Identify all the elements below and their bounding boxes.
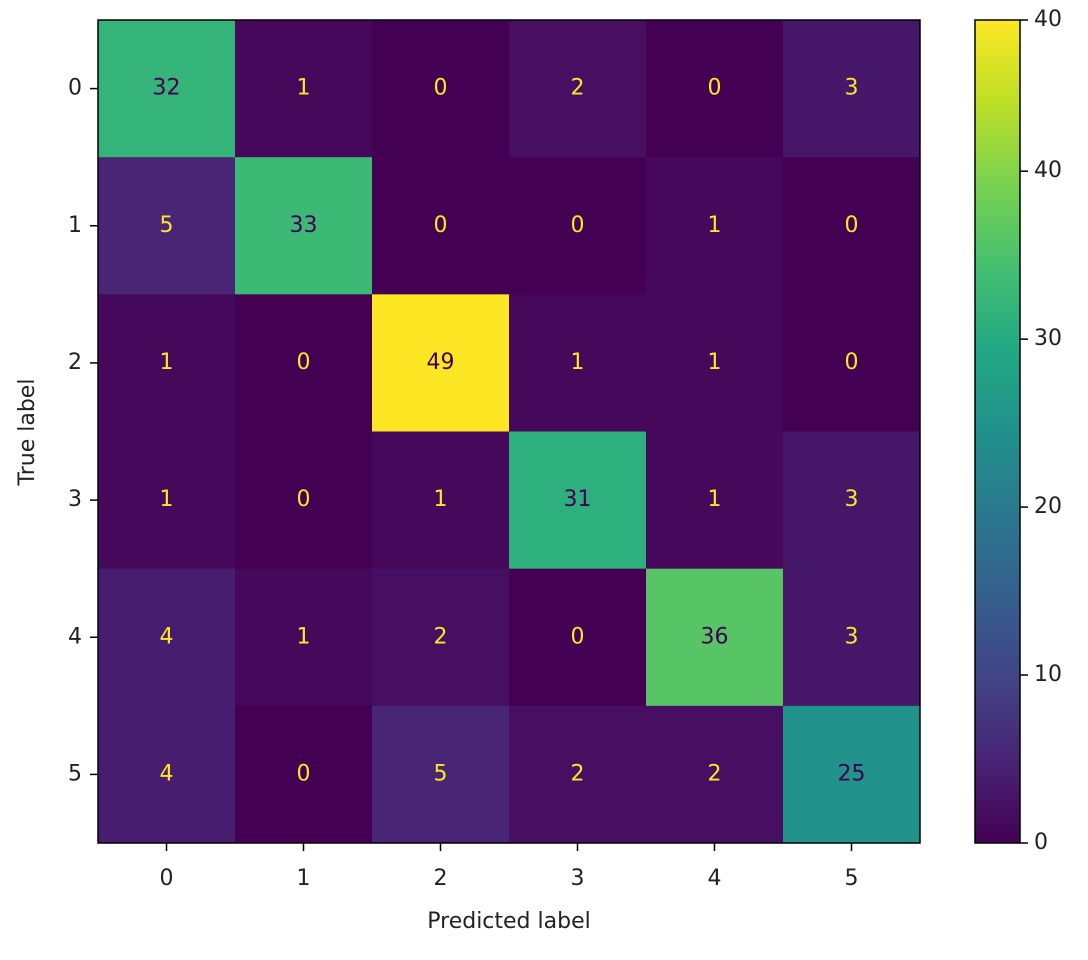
cell-label: 1 [708, 350, 722, 375]
colorbar-tick-label: 40 [1034, 7, 1062, 32]
cell [372, 431, 510, 570]
cell [372, 157, 510, 295]
cell-label: 0 [297, 487, 311, 512]
cell-label: 4 [160, 761, 174, 786]
cell [235, 431, 373, 570]
y-tick-label: 3 [68, 487, 82, 512]
cell [372, 568, 510, 707]
cell [646, 157, 784, 295]
cell-label: 5 [434, 761, 448, 786]
cell-label: 49 [427, 350, 455, 375]
x-tick-label: 3 [571, 866, 585, 891]
x-axis-label: Predicted label [427, 909, 590, 934]
cell-label: 5 [160, 213, 174, 238]
cell [98, 705, 236, 844]
cell-label: 3 [845, 624, 859, 649]
plot-frame [97, 19, 921, 844]
cell [235, 294, 373, 432]
cell [509, 705, 647, 844]
cell-label: 0 [845, 213, 859, 238]
cell-label: 2 [708, 761, 722, 786]
cell [783, 294, 921, 432]
cell [372, 705, 510, 844]
colorbar-tick-label: 40 [1034, 158, 1062, 183]
cell [235, 705, 373, 844]
cell-label: 25 [838, 761, 866, 786]
cell [509, 20, 647, 158]
cell-label: 0 [434, 213, 448, 238]
cell-label: 2 [434, 624, 448, 649]
cell-label: 1 [571, 350, 585, 375]
cell-label: 0 [845, 350, 859, 375]
cell-label: 1 [297, 624, 311, 649]
cell [509, 431, 647, 570]
cell-label: 3 [845, 76, 859, 101]
cell [783, 157, 921, 295]
cell [235, 568, 373, 707]
cell [783, 431, 921, 570]
cell-label: 0 [297, 761, 311, 786]
y-tick-label: 1 [68, 213, 82, 238]
cell-label: 0 [571, 624, 585, 649]
y-tick-label: 4 [68, 624, 82, 649]
cell [98, 568, 236, 707]
cell-label: 33 [290, 213, 318, 238]
cell-label: 32 [153, 76, 181, 101]
x-tick-label: 1 [297, 866, 311, 891]
cell [646, 705, 784, 844]
cell [783, 568, 921, 707]
cell-label: 0 [434, 76, 448, 101]
cell [372, 294, 510, 432]
cell-label: 3 [845, 487, 859, 512]
cell-label: 1 [297, 76, 311, 101]
cell-label: 2 [571, 761, 585, 786]
cell-label: 0 [708, 76, 722, 101]
cell-label: 4 [160, 624, 174, 649]
cell-label: 2 [571, 76, 585, 101]
x-tick-label: 4 [708, 866, 722, 891]
cell-label: 1 [708, 213, 722, 238]
colorbar-tick-label: 20 [1034, 494, 1062, 519]
colorbar [974, 19, 1021, 844]
cell-label: 1 [160, 487, 174, 512]
y-tick-label: 5 [68, 761, 82, 786]
cell [646, 20, 784, 158]
x-tick-label: 5 [845, 866, 859, 891]
y-tick-label: 2 [68, 350, 82, 375]
cell [98, 20, 236, 158]
y-tick-label: 0 [68, 76, 82, 101]
cell [646, 294, 784, 432]
cell-label: 36 [701, 624, 729, 649]
cell [646, 431, 784, 570]
cell-label: 1 [160, 350, 174, 375]
x-tick-label: 2 [434, 866, 448, 891]
cell-label: 0 [571, 213, 585, 238]
colorbar-tick-label: 0 [1034, 830, 1048, 855]
cell-label: 31 [564, 487, 592, 512]
colorbar-tick-label: 10 [1034, 662, 1062, 687]
cell [98, 431, 236, 570]
cell-label: 1 [434, 487, 448, 512]
cell [235, 157, 373, 295]
cell [98, 157, 236, 295]
cell [98, 294, 236, 432]
cell [509, 294, 647, 432]
colorbar-tick-label: 30 [1034, 326, 1062, 351]
cell [372, 20, 510, 158]
cell [509, 157, 647, 295]
cell [783, 20, 921, 158]
cell [235, 20, 373, 158]
x-tick-label: 0 [160, 866, 174, 891]
cell-label: 1 [708, 487, 722, 512]
y-axis-label: True label [15, 379, 40, 487]
cell [646, 568, 784, 707]
cell [783, 705, 921, 844]
cell-label: 0 [297, 350, 311, 375]
cell [509, 568, 647, 707]
